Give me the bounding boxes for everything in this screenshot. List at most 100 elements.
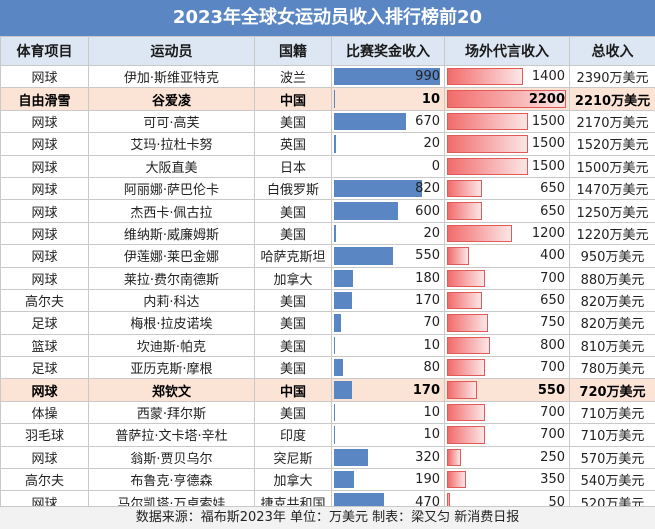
cell-endorse: 800 — [445, 334, 570, 356]
cell-endorse: 1400 — [445, 66, 570, 88]
cell-name: 内莉·科达 — [89, 289, 255, 311]
endorse-value: 2200 — [445, 92, 569, 107]
cell-name: 谷爱凌 — [89, 88, 255, 110]
prize-value: 550 — [332, 248, 444, 263]
cell-endorse: 650 — [445, 289, 570, 311]
endorse-value: 550 — [445, 383, 569, 398]
cell-total: 1500万美元 — [570, 155, 655, 177]
cell-endorse: 750 — [445, 312, 570, 334]
cell-prize: 820 — [332, 177, 445, 199]
cell-sport: 高尔夫 — [1, 469, 89, 491]
cell-prize: 670 — [332, 110, 445, 132]
cell-endorse: 350 — [445, 469, 570, 491]
cell-country: 中国 — [255, 379, 332, 401]
prize-value: 190 — [332, 472, 444, 487]
cell-sport: 网球 — [1, 177, 89, 199]
prize-value: 990 — [332, 69, 444, 84]
prize-value: 10 — [332, 338, 444, 353]
cell-country: 英国 — [255, 133, 332, 155]
cell-endorse: 700 — [445, 267, 570, 289]
cell-name: 可可·高芙 — [89, 110, 255, 132]
cell-total: 710万美元 — [570, 401, 655, 423]
endorse-value: 400 — [445, 248, 569, 263]
prize-value: 10 — [332, 405, 444, 420]
endorse-value: 700 — [445, 360, 569, 375]
cell-country: 美国 — [255, 222, 332, 244]
cell-prize: 600 — [332, 200, 445, 222]
cell-sport: 网球 — [1, 133, 89, 155]
cell-name: 大阪直美 — [89, 155, 255, 177]
col-header-endorse: 场外代言收入 — [445, 37, 570, 66]
ranking-table: 体育项目 运动员 国籍 比赛奖金收入 场外代言收入 总收入 网球伊加·斯维亚特克… — [0, 36, 655, 514]
cell-country: 美国 — [255, 289, 332, 311]
endorse-value: 1400 — [445, 69, 569, 84]
prize-value: 180 — [332, 271, 444, 286]
cell-name: 伊加·斯维亚特克 — [89, 66, 255, 88]
prize-value: 600 — [332, 204, 444, 219]
prize-value: 10 — [332, 427, 444, 442]
cell-name: 布鲁克·亨德森 — [89, 469, 255, 491]
chart-title: 2023年全球女运动员收入排行榜前20 — [0, 0, 655, 36]
cell-country: 加拿大 — [255, 469, 332, 491]
cell-name: 杰西卡·佩古拉 — [89, 200, 255, 222]
cell-sport: 体操 — [1, 401, 89, 423]
cell-country: 美国 — [255, 357, 332, 379]
cell-sport: 足球 — [1, 357, 89, 379]
cell-sport: 网球 — [1, 245, 89, 267]
cell-prize: 190 — [332, 469, 445, 491]
cell-prize: 990 — [332, 66, 445, 88]
col-header-sport: 体育项目 — [1, 37, 89, 66]
prize-value: 170 — [332, 293, 444, 308]
col-header-athlete: 运动员 — [89, 37, 255, 66]
cell-sport: 高尔夫 — [1, 289, 89, 311]
cell-prize: 170 — [332, 379, 445, 401]
cell-prize: 10 — [332, 88, 445, 110]
cell-name: 梅根·拉皮诺埃 — [89, 312, 255, 334]
cell-country: 波兰 — [255, 66, 332, 88]
col-header-country: 国籍 — [255, 37, 332, 66]
cell-sport: 网球 — [1, 200, 89, 222]
endorse-value: 650 — [445, 204, 569, 219]
prize-value: 70 — [332, 315, 444, 330]
cell-sport: 羽毛球 — [1, 424, 89, 446]
cell-prize: 80 — [332, 357, 445, 379]
cell-prize: 10 — [332, 424, 445, 446]
prize-value: 20 — [332, 136, 444, 151]
endorse-value: 650 — [445, 293, 569, 308]
cell-prize: 10 — [332, 401, 445, 423]
cell-name: 坎迪斯·帕克 — [89, 334, 255, 356]
cell-name: 亚历克斯·摩根 — [89, 357, 255, 379]
cell-sport: 网球 — [1, 66, 89, 88]
endorse-value: 800 — [445, 338, 569, 353]
prize-value: 80 — [332, 360, 444, 375]
cell-prize: 180 — [332, 267, 445, 289]
cell-total: 540万美元 — [570, 469, 655, 491]
cell-prize: 170 — [332, 289, 445, 311]
endorse-value: 1200 — [445, 226, 569, 241]
prize-value: 0 — [332, 159, 444, 174]
cell-total: 810万美元 — [570, 334, 655, 356]
prize-value: 320 — [332, 450, 444, 465]
endorse-value: 700 — [445, 271, 569, 286]
cell-total: 1520万美元 — [570, 133, 655, 155]
cell-name: 翁斯·贾贝乌尔 — [89, 446, 255, 468]
cell-sport: 篮球 — [1, 334, 89, 356]
header-row: 体育项目 运动员 国籍 比赛奖金收入 场外代言收入 总收入 — [1, 37, 655, 66]
cell-prize: 320 — [332, 446, 445, 468]
cell-endorse: 1500 — [445, 110, 570, 132]
cell-country: 中国 — [255, 88, 332, 110]
cell-country: 加拿大 — [255, 267, 332, 289]
cell-sport: 网球 — [1, 446, 89, 468]
cell-name: 郑钦文 — [89, 379, 255, 401]
